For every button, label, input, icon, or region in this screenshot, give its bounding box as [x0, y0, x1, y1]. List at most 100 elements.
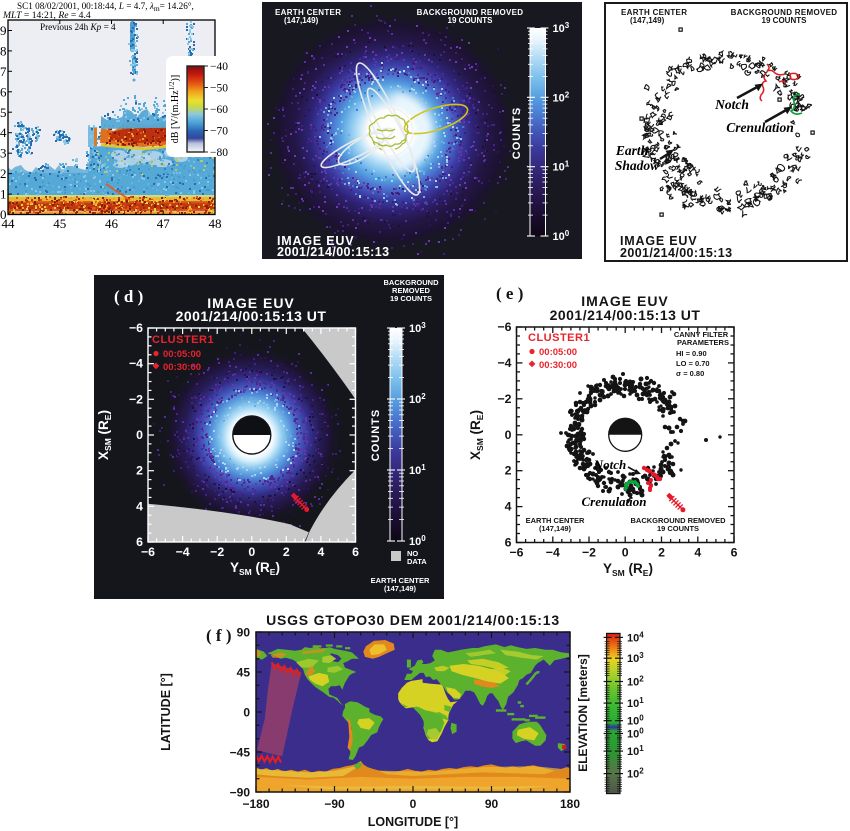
svg-text:6: 6	[136, 535, 143, 549]
svg-text:101: 101	[627, 696, 644, 710]
svg-text:45: 45	[237, 666, 251, 680]
svg-text:−180: −180	[242, 797, 269, 811]
svg-text:6: 6	[505, 536, 512, 550]
svg-text:−2: −2	[582, 546, 596, 560]
svg-text:σ = 0.80: σ = 0.80	[676, 369, 704, 378]
svg-text:REMOVED: REMOVED	[392, 286, 431, 295]
svg-text:(147,149): (147,149)	[284, 16, 319, 25]
svg-text:−4: −4	[546, 546, 560, 560]
svg-text:−4: −4	[176, 545, 190, 559]
svg-text:90: 90	[485, 797, 499, 811]
svg-text:8: 8	[0, 43, 7, 58]
svg-text:IMAGE EUV: IMAGE EUV	[620, 234, 697, 248]
svg-text:100: 100	[627, 727, 644, 741]
svg-text:4: 4	[0, 125, 7, 140]
svg-text:4: 4	[505, 500, 512, 514]
svg-text:EARTH CENTER: EARTH CENTER	[526, 516, 585, 525]
svg-text:Notch: Notch	[714, 97, 749, 112]
svg-text:19 COUNTS: 19 COUNTS	[448, 16, 494, 25]
svg-text:0: 0	[248, 545, 255, 559]
svg-text:−6: −6	[509, 546, 523, 560]
svg-text:2: 2	[0, 166, 7, 181]
svg-text:44: 44	[2, 216, 16, 231]
svg-text:−2: −2	[210, 545, 224, 559]
svg-text:19 COUNTS: 19 COUNTS	[762, 16, 808, 25]
svg-text:6: 6	[731, 546, 738, 560]
svg-text:( e ): ( e )	[496, 284, 523, 303]
svg-text:(147,149): (147,149)	[539, 524, 572, 533]
svg-text:CLUSTER1: CLUSTER1	[152, 334, 214, 346]
svg-text:2: 2	[283, 545, 290, 559]
svg-text:180: 180	[560, 797, 580, 811]
svg-text:104: 104	[627, 630, 644, 644]
svg-text:2001/214/00:15:13: 2001/214/00:15:13	[620, 246, 732, 260]
svg-text:3: 3	[0, 146, 7, 161]
svg-text:0: 0	[0, 207, 7, 222]
svg-text:( f ): ( f )	[206, 626, 231, 645]
svg-text:1: 1	[0, 187, 7, 202]
svg-text:CANNY FILTER: CANNY FILTER	[674, 330, 729, 339]
svg-text:LATITUDE [°]: LATITUDE [°]	[159, 673, 173, 751]
svg-text:47: 47	[157, 216, 171, 231]
svg-text:( d ): ( d )	[114, 287, 143, 306]
svg-text:BACKGROUND REMOVED: BACKGROUND REMOVED	[417, 8, 524, 17]
svg-text:−6: −6	[497, 320, 511, 334]
svg-text:−2: −2	[129, 392, 143, 406]
svg-text:4: 4	[694, 546, 701, 560]
svg-text:SC1 08/02/2001, 00:18:44, L =: SC1 08/02/2001, 00:18:44, L = 4.7, λm= 1…	[17, 1, 194, 13]
svg-text:00:05:00: 00:05:00	[163, 349, 201, 360]
svg-text:EARTH CENTER: EARTH CENTER	[275, 8, 341, 17]
svg-text:0: 0	[622, 546, 629, 560]
svg-text:Earth: Earth	[615, 143, 648, 158]
svg-text:0: 0	[136, 428, 143, 442]
svg-text:5: 5	[0, 105, 7, 120]
svg-text:−4: −4	[497, 356, 511, 370]
svg-text:COUNTS: COUNTS	[370, 409, 382, 461]
svg-text:(147,149): (147,149)	[384, 584, 417, 593]
svg-text:−6: −6	[141, 545, 155, 559]
svg-text:−45: −45	[230, 746, 251, 760]
svg-text:LO = 0.70: LO = 0.70	[676, 359, 710, 368]
svg-text:−60: −60	[210, 104, 228, 116]
svg-text:101: 101	[627, 744, 644, 758]
svg-text:(147,149): (147,149)	[630, 16, 665, 25]
svg-text:2: 2	[505, 464, 512, 478]
svg-text:−4: −4	[129, 357, 143, 371]
svg-text:LONGITUDE [°]: LONGITUDE [°]	[368, 815, 458, 829]
svg-text:4: 4	[317, 545, 324, 559]
svg-text:0: 0	[410, 797, 417, 811]
svg-text:00:05:00: 00:05:00	[539, 347, 577, 358]
svg-text:2001/214/00:15:13: 2001/214/00:15:13	[277, 245, 389, 259]
svg-text:BACKGROUND REMOVED: BACKGROUND REMOVED	[731, 8, 838, 17]
svg-text:7: 7	[0, 64, 7, 79]
svg-text:DATA: DATA	[407, 557, 427, 566]
svg-text:48: 48	[209, 216, 222, 231]
svg-text:HI = 0.90: HI = 0.90	[676, 349, 707, 358]
svg-text:2: 2	[658, 546, 665, 560]
svg-text:XSM (RE): XSM (RE)	[470, 410, 485, 460]
svg-text:00:30:00: 00:30:00	[539, 360, 577, 371]
svg-text:−50: −50	[210, 83, 228, 95]
svg-text:−90: −90	[230, 786, 251, 800]
svg-text:Previous 24h Kp = 4: Previous 24h Kp = 4	[40, 22, 116, 32]
svg-text:BACKGROUND REMOVED: BACKGROUND REMOVED	[630, 516, 726, 525]
svg-text:EARTH CENTER: EARTH CENTER	[371, 576, 430, 585]
svg-text:4: 4	[136, 499, 143, 513]
svg-text:45: 45	[53, 216, 66, 231]
svg-text:102: 102	[627, 674, 644, 688]
svg-text:19 COUNTS: 19 COUNTS	[390, 294, 432, 303]
svg-text:−70: −70	[210, 126, 228, 138]
svg-text:102: 102	[627, 767, 644, 781]
svg-text:Crenulation: Crenulation	[726, 120, 794, 135]
svg-text:−40: −40	[210, 61, 228, 73]
svg-text:IMAGE EUV: IMAGE EUV	[277, 234, 354, 248]
svg-text:NO: NO	[407, 549, 418, 558]
svg-text:IMAGE EUV: IMAGE EUV	[581, 293, 669, 309]
svg-text:YSM (RE): YSM (RE)	[603, 561, 653, 578]
svg-text:Notch: Notch	[593, 457, 627, 472]
svg-text:0: 0	[243, 706, 250, 720]
svg-text:90: 90	[237, 626, 251, 640]
svg-text:2: 2	[136, 464, 143, 478]
svg-text:PARAMETERS: PARAMETERS	[677, 338, 729, 347]
svg-text:dB [V/(m.Hz1/2)]: dB [V/(m.Hz1/2)]	[168, 75, 181, 143]
